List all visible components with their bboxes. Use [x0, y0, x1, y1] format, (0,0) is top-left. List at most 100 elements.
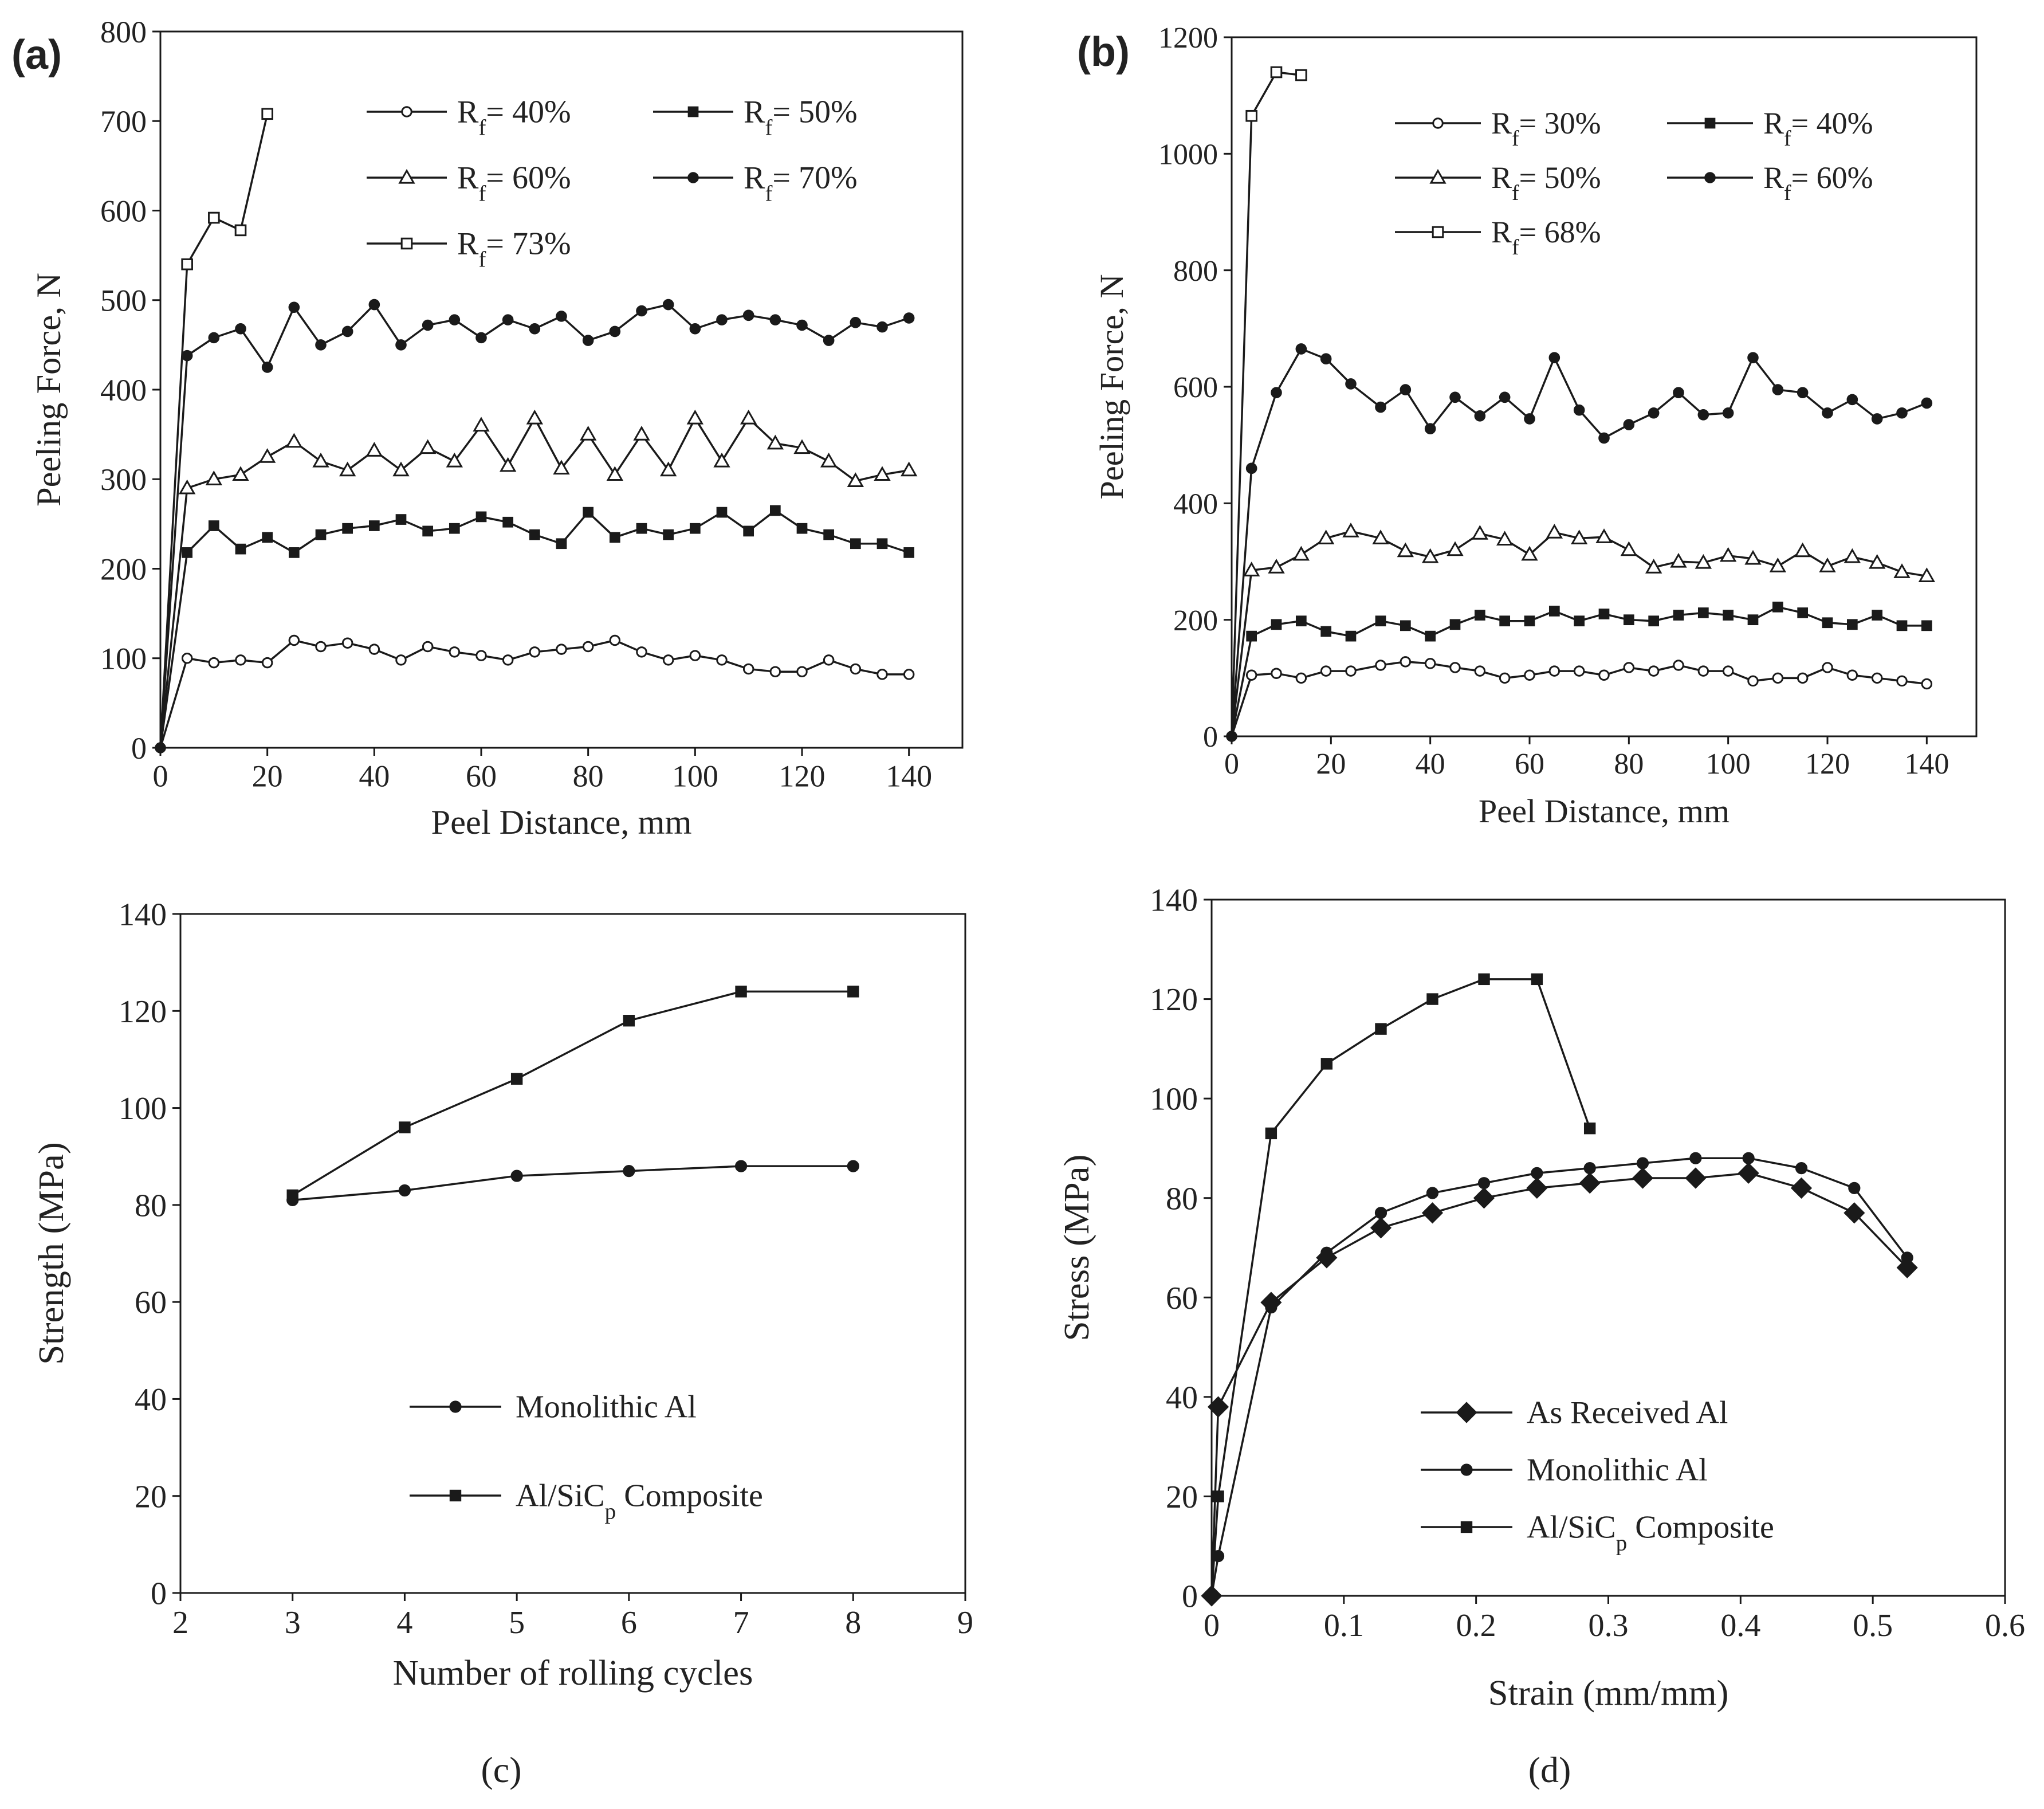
chart-c-series-2-point	[286, 1189, 298, 1202]
chart-b-series-1-point	[1623, 662, 1635, 673]
chart-b-legend-item: Rf= 60%	[1667, 160, 1873, 205]
chart-d-series-2-point	[1636, 1157, 1649, 1170]
chart-b-legend-label-main: R	[1763, 160, 1784, 195]
chart-a-series-1-point	[422, 641, 434, 653]
chart-b-series-1-point	[1499, 672, 1511, 684]
chart-b-legend-label-sub: f	[1512, 181, 1519, 205]
chart-a-ytick-label: 800	[100, 15, 147, 49]
chart-b-series-4-point	[1772, 384, 1784, 395]
chart-b-series-1-point	[1822, 662, 1833, 673]
caption-d: (d)	[1528, 1749, 1571, 1790]
chart-d-series-1-point	[1421, 1202, 1444, 1224]
chart-d-xtick-label: 0.4	[1720, 1608, 1760, 1643]
chart-b-series-4-point	[1896, 407, 1908, 419]
chart-c-ytick-label: 40	[135, 1382, 167, 1418]
chart-d-series-1-point	[1685, 1167, 1707, 1189]
chart-b-series-3-point	[1893, 563, 1911, 578]
chart-b-legend-label: Rf= 30%	[1491, 106, 1601, 151]
chart-a-series-3-point	[767, 434, 784, 450]
chart-a-legend-marker	[400, 237, 413, 250]
chart-a-legend-marker	[398, 168, 415, 184]
chart-a-series-3-point	[258, 448, 276, 463]
chart-a-xtick-label: 0	[153, 759, 168, 794]
chart-d-series-3	[1210, 973, 1596, 1596]
chart-d-series-1-point	[1632, 1167, 1654, 1189]
chart-a-legend-label-main: R	[744, 160, 765, 195]
chart-d-xtick-label: 0.2	[1456, 1608, 1496, 1643]
chart-a-series-3-point	[740, 409, 757, 425]
chart-a-series-4-point	[689, 323, 701, 335]
chart-a-legend-label-rest: = 40%	[486, 94, 571, 130]
chart-a-series-4-point	[582, 335, 594, 346]
chart-c-xtick-label: 8	[845, 1605, 861, 1641]
chart-a-series-1-point	[475, 650, 487, 661]
chart-b-series-3-point	[1268, 559, 1285, 574]
chart-b-series-5-point	[1245, 109, 1257, 122]
chart-c-series-1-point	[847, 1160, 859, 1172]
chart-a-series-5-line	[159, 113, 269, 748]
chart-b-xtick-label: 0	[1224, 748, 1239, 780]
chart-a-series-3-point	[820, 452, 838, 468]
chart-b-legend-label-sub: f	[1784, 127, 1791, 151]
chart-b-x-axis-label: Peel Distance, mm	[1479, 792, 1729, 830]
chart-b-series-5-point	[1270, 66, 1283, 79]
chart-b-series-3-point	[1769, 558, 1787, 572]
chart-b-series-4-point	[1598, 432, 1610, 444]
chart-a-series-3-point	[874, 466, 891, 481]
chart-a-ytick-label: 0	[131, 731, 147, 766]
chart-a-series-3-point	[793, 439, 811, 454]
chart-a-series-3-point	[339, 461, 356, 477]
chart-c-ytick-label: 120	[119, 994, 167, 1030]
chart-b-series-4-point	[1524, 413, 1535, 425]
chart-b-series-2-point	[1449, 619, 1461, 630]
chart-c-legend-label-rest: Composite	[616, 1478, 763, 1513]
chart-b-series-3	[1231, 523, 1936, 737]
chart-a-series-1	[159, 634, 915, 748]
chart-a-series-2-point	[823, 529, 835, 540]
chart-a-series-2-point	[449, 523, 460, 534]
chart-d-legend-label: Monolithic Al	[1527, 1452, 1708, 1488]
chart-b-series-2-point	[1375, 615, 1386, 627]
chart-a-legend-item: Rf= 70%	[653, 160, 858, 206]
chart-a-legend-label-rest: = 73%	[486, 226, 571, 261]
chart-a-ytick-label: 200	[100, 552, 147, 586]
chart-a-series-4-point	[422, 319, 434, 331]
chart-a-legend-marker	[401, 106, 412, 117]
chart-a-xtick-label: 100	[672, 759, 718, 794]
chart-a-series-4-point	[475, 332, 487, 344]
chart-a-series-2-point	[716, 507, 728, 518]
chart-b-series-2-point	[1772, 601, 1783, 613]
chart-a-legend-label-sub: f	[478, 181, 486, 206]
chart-b-xtick-label: 60	[1515, 748, 1544, 780]
chart-b-series-1-point	[1871, 672, 1883, 684]
chart-a-series-4-point	[742, 309, 754, 321]
chart-b-legend: Rf= 30% Rf= 40%Rf= 50% Rf= 60%Rf= 68%	[1395, 106, 1873, 260]
chart-a-series-4-point	[823, 335, 835, 346]
chart-a-xtick-label: 140	[886, 759, 932, 794]
chart-b-legend-item: Rf= 40%	[1667, 106, 1873, 151]
chart-a-series-1-point	[850, 663, 862, 675]
chart-a-series-1-point	[529, 646, 541, 658]
chart-c-x-axis-label: Number of rolling cycles	[393, 1653, 753, 1693]
chart-b-legend-label: Rf= 60%	[1763, 160, 1873, 205]
chart-b-series-4-point	[1871, 413, 1883, 425]
chart-a-series-1-point	[903, 669, 915, 680]
chart-b-series-3-point	[1670, 552, 1687, 568]
chart-c-ytick-label: 60	[135, 1285, 167, 1321]
chart-d-ytick-label: 80	[1166, 1181, 1198, 1217]
chart-d-series-2-point	[1212, 1549, 1225, 1563]
chart-d-series-1-point	[1473, 1187, 1495, 1209]
chart-b-series-1-point	[1271, 668, 1282, 679]
chart-a-legend-label-main: R	[744, 94, 765, 130]
chart-a-series-2-point	[182, 547, 193, 558]
chart-b-series-3-point	[1695, 554, 1712, 569]
chart-a-series-4-point	[662, 299, 674, 311]
chart-b-y-axis-label: Peeling Force, N	[1093, 274, 1130, 500]
chart-b-series-2-point	[1524, 615, 1535, 627]
chart-a-series-4-point	[261, 362, 273, 373]
chart-a-legend-item: Rf= 40%	[367, 94, 571, 140]
chart-b-legend-label-rest: = 40%	[1791, 106, 1873, 140]
chart-a-legend-marker	[687, 106, 699, 117]
chart-a-series-1-point	[288, 634, 300, 646]
chart-b-legend-label-main: R	[1491, 215, 1512, 249]
